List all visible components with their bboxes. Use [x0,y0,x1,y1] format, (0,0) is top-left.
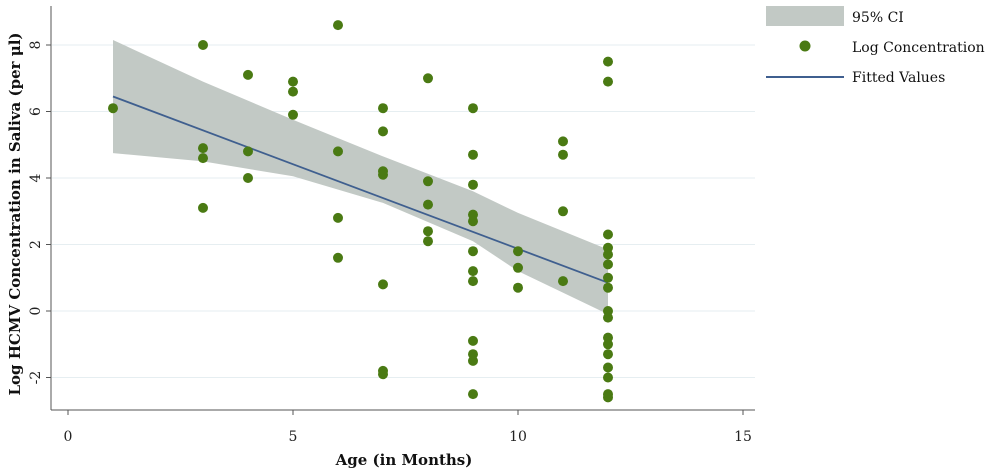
x-tick-label: 10 [509,429,527,445]
data-points-layer [108,20,613,403]
data-point [603,282,613,293]
data-point [423,236,433,247]
data-point [198,153,208,164]
data-point [468,266,478,277]
y-tick-label: 4 [28,173,44,182]
data-point [378,103,388,114]
y-axis-title: Log HCMV Concentration in Saliva (per μl… [6,32,24,395]
fitted-line [112,95,609,284]
data-point [603,312,613,323]
data-point [198,40,208,50]
data-point [603,372,613,383]
axes: -2 0 2 4 6 8 0 5 10 15 [28,6,755,445]
y-tick-label: -2 [28,371,44,385]
data-point [288,109,298,120]
x-tick-label: 15 [734,429,752,445]
data-point [558,276,568,287]
data-point [333,146,343,157]
data-point [423,73,433,84]
y-tick-label: 6 [28,107,44,116]
legend-label-concentration: Log Concentration [852,40,985,56]
data-point [603,76,613,87]
data-point [603,229,613,240]
x-axis-title: Age (in Months) [335,451,473,469]
data-point [468,179,478,190]
legend-label-fitted: Fitted Values [852,70,945,86]
data-point [468,216,478,227]
data-point [243,173,253,183]
data-point [333,212,343,223]
data-point [513,246,523,257]
data-point [423,176,433,187]
data-point [558,206,568,217]
data-point [423,226,433,237]
data-point [378,369,388,380]
data-point [603,362,613,373]
data-point [198,202,208,213]
fitted-line-layer [112,95,609,284]
legend-label-ci: 95% CI [852,10,904,26]
legend-concentration-marker [799,40,811,52]
data-point [288,76,298,87]
y-tick-label: 2 [28,240,44,249]
data-point [513,262,523,273]
data-point [288,86,298,97]
data-point [603,339,613,350]
y-tick-label: 0 [28,307,44,316]
data-point [468,335,478,346]
data-point [603,349,613,360]
data-point [603,56,613,67]
data-point [108,103,118,114]
data-point [333,20,343,31]
data-point [198,143,208,154]
data-point [468,355,478,366]
data-point [603,259,613,270]
data-point [603,249,613,260]
data-point [603,392,613,403]
data-point [243,69,253,80]
y-tick-label: 8 [28,41,44,50]
legend-ci-swatch [766,6,844,26]
data-point [558,136,568,147]
data-point [558,149,568,160]
data-point [378,169,388,180]
data-point [243,146,253,157]
x-tick-label: 5 [289,429,298,445]
data-point [333,252,343,263]
data-point [423,199,433,210]
data-point [378,126,388,137]
data-point [378,279,388,290]
x-tick-label: 0 [64,429,73,445]
data-point [468,246,478,257]
data-point [468,389,478,400]
confidence-band-layer [113,40,608,315]
confidence-band [113,40,608,315]
data-point [468,149,478,160]
data-point [603,272,613,283]
data-point [513,282,523,293]
legend: 95% CI Log Concentration Fitted Values [766,6,985,86]
data-point [468,276,478,287]
data-point [468,103,478,114]
